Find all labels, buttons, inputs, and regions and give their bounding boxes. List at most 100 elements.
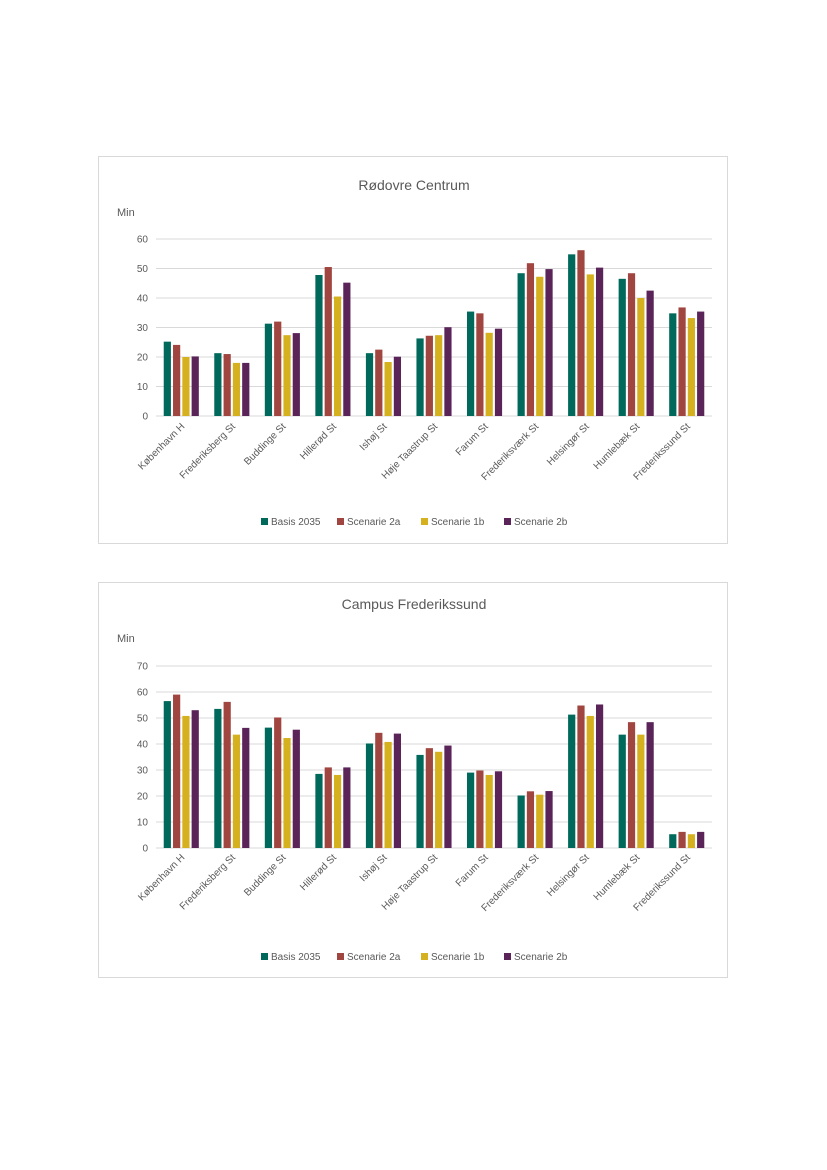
chart-campus-frederikssund: Campus Frederikssund Min 0 10 20 30 40 50 60 70 Kø… — [98, 582, 728, 978]
bar — [232, 734, 241, 848]
bar — [678, 307, 686, 416]
bar — [191, 356, 199, 416]
bar — [536, 276, 544, 416]
bar — [618, 278, 626, 416]
bar — [223, 354, 231, 416]
y-axis-label: Min — [117, 633, 135, 645]
legend-swatch — [421, 953, 428, 960]
bar — [618, 734, 626, 848]
bar — [595, 704, 604, 848]
bar — [627, 722, 636, 848]
x-category-label: Humlebæk St — [592, 421, 643, 472]
bar — [324, 267, 332, 416]
bar — [315, 773, 323, 848]
x-category-label: Humlebæk St — [592, 852, 643, 903]
bar — [678, 831, 686, 848]
legend-swatch — [504, 953, 511, 960]
bar — [435, 751, 443, 848]
bar — [274, 717, 282, 848]
bar — [333, 774, 342, 848]
y-tick-label: 20 — [137, 353, 149, 364]
bar — [637, 734, 645, 848]
bar — [627, 273, 636, 416]
y-tick-label: 60 — [137, 688, 149, 699]
x-category-label: Helsingør St — [545, 421, 592, 468]
bar — [283, 335, 291, 416]
chart-title: Rødovre Centrum — [358, 177, 469, 193]
bar — [568, 714, 576, 848]
y-tick-label: 50 — [137, 714, 149, 725]
x-category-label: Farum St — [454, 421, 491, 458]
bar — [365, 353, 374, 416]
bar — [416, 338, 424, 416]
bar — [517, 273, 525, 416]
x-category-label: Hillerød St — [298, 852, 339, 893]
x-category-label: Helsingør St — [545, 852, 592, 899]
bar — [494, 328, 503, 416]
bar — [687, 318, 695, 416]
bar — [586, 274, 594, 416]
chart-rodovre-centrum-svg: Rødovre Centrum Min 0 10 20 30 40 50 60 København… — [117, 177, 712, 528]
legend-swatch — [337, 953, 344, 960]
bar — [526, 263, 535, 416]
legend-entry: Scenarie 1b — [431, 517, 485, 528]
x-category-label: Høje Taastrup St — [380, 852, 440, 912]
bar — [375, 732, 383, 848]
bar — [425, 748, 433, 848]
bar — [384, 362, 392, 416]
bar — [292, 333, 300, 416]
bar — [324, 767, 332, 848]
bar — [545, 791, 553, 848]
bar — [669, 313, 677, 416]
bar — [343, 282, 351, 416]
y-tick-label: 30 — [137, 766, 149, 777]
bar — [697, 311, 705, 416]
bar — [163, 701, 171, 848]
bar — [637, 298, 645, 416]
x-category-label: Frederiksberg St — [178, 421, 238, 481]
bar — [485, 332, 493, 416]
x-category-label: København H — [136, 852, 187, 903]
x-category-label: Buddinge St — [242, 852, 288, 898]
x-category-label: Buddinge St — [242, 421, 288, 467]
legend-swatch — [261, 518, 268, 525]
bar — [476, 770, 484, 848]
bar — [526, 791, 535, 848]
y-axis-label: Min — [117, 207, 135, 219]
y-tick-label: 0 — [142, 844, 148, 855]
x-category-label: Hillerød St — [298, 421, 339, 462]
bar — [214, 708, 222, 848]
bar — [646, 722, 654, 848]
bar — [444, 745, 452, 848]
y-tick-label: 50 — [137, 264, 149, 275]
bar — [365, 743, 374, 848]
x-category-label: København H — [136, 421, 187, 472]
bar — [444, 327, 452, 416]
bar — [435, 335, 443, 416]
legend-entry: Scenarie 2a — [347, 517, 401, 528]
x-category-label: Høje Taastrup St — [380, 421, 440, 481]
bar — [568, 254, 576, 416]
bar — [173, 694, 181, 848]
bar — [646, 290, 654, 416]
bar — [687, 834, 695, 848]
legend-entry: Scenarie 2b — [514, 517, 568, 528]
x-category-label: Ishøj St — [358, 852, 390, 884]
bar — [214, 353, 222, 416]
bar — [163, 341, 171, 416]
bar — [393, 733, 402, 848]
bar — [536, 794, 544, 848]
legend-swatch — [261, 953, 268, 960]
bar — [264, 727, 273, 848]
bar — [274, 321, 282, 416]
x-category-label: Ishøj St — [358, 421, 390, 453]
y-tick-label: 30 — [137, 323, 149, 334]
bar — [416, 754, 424, 848]
bar — [476, 313, 484, 416]
bar — [577, 705, 585, 848]
bar — [466, 311, 475, 416]
bar — [485, 774, 493, 848]
x-category-label: Farum St — [454, 852, 491, 889]
bar — [545, 269, 553, 416]
bar — [517, 795, 525, 848]
